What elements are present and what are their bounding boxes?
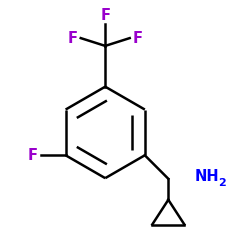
- Text: F: F: [133, 30, 143, 46]
- Text: F: F: [100, 8, 110, 23]
- Text: F: F: [28, 148, 38, 163]
- Text: 2: 2: [218, 178, 226, 188]
- Text: F: F: [68, 30, 78, 46]
- Text: NH: NH: [194, 169, 219, 184]
